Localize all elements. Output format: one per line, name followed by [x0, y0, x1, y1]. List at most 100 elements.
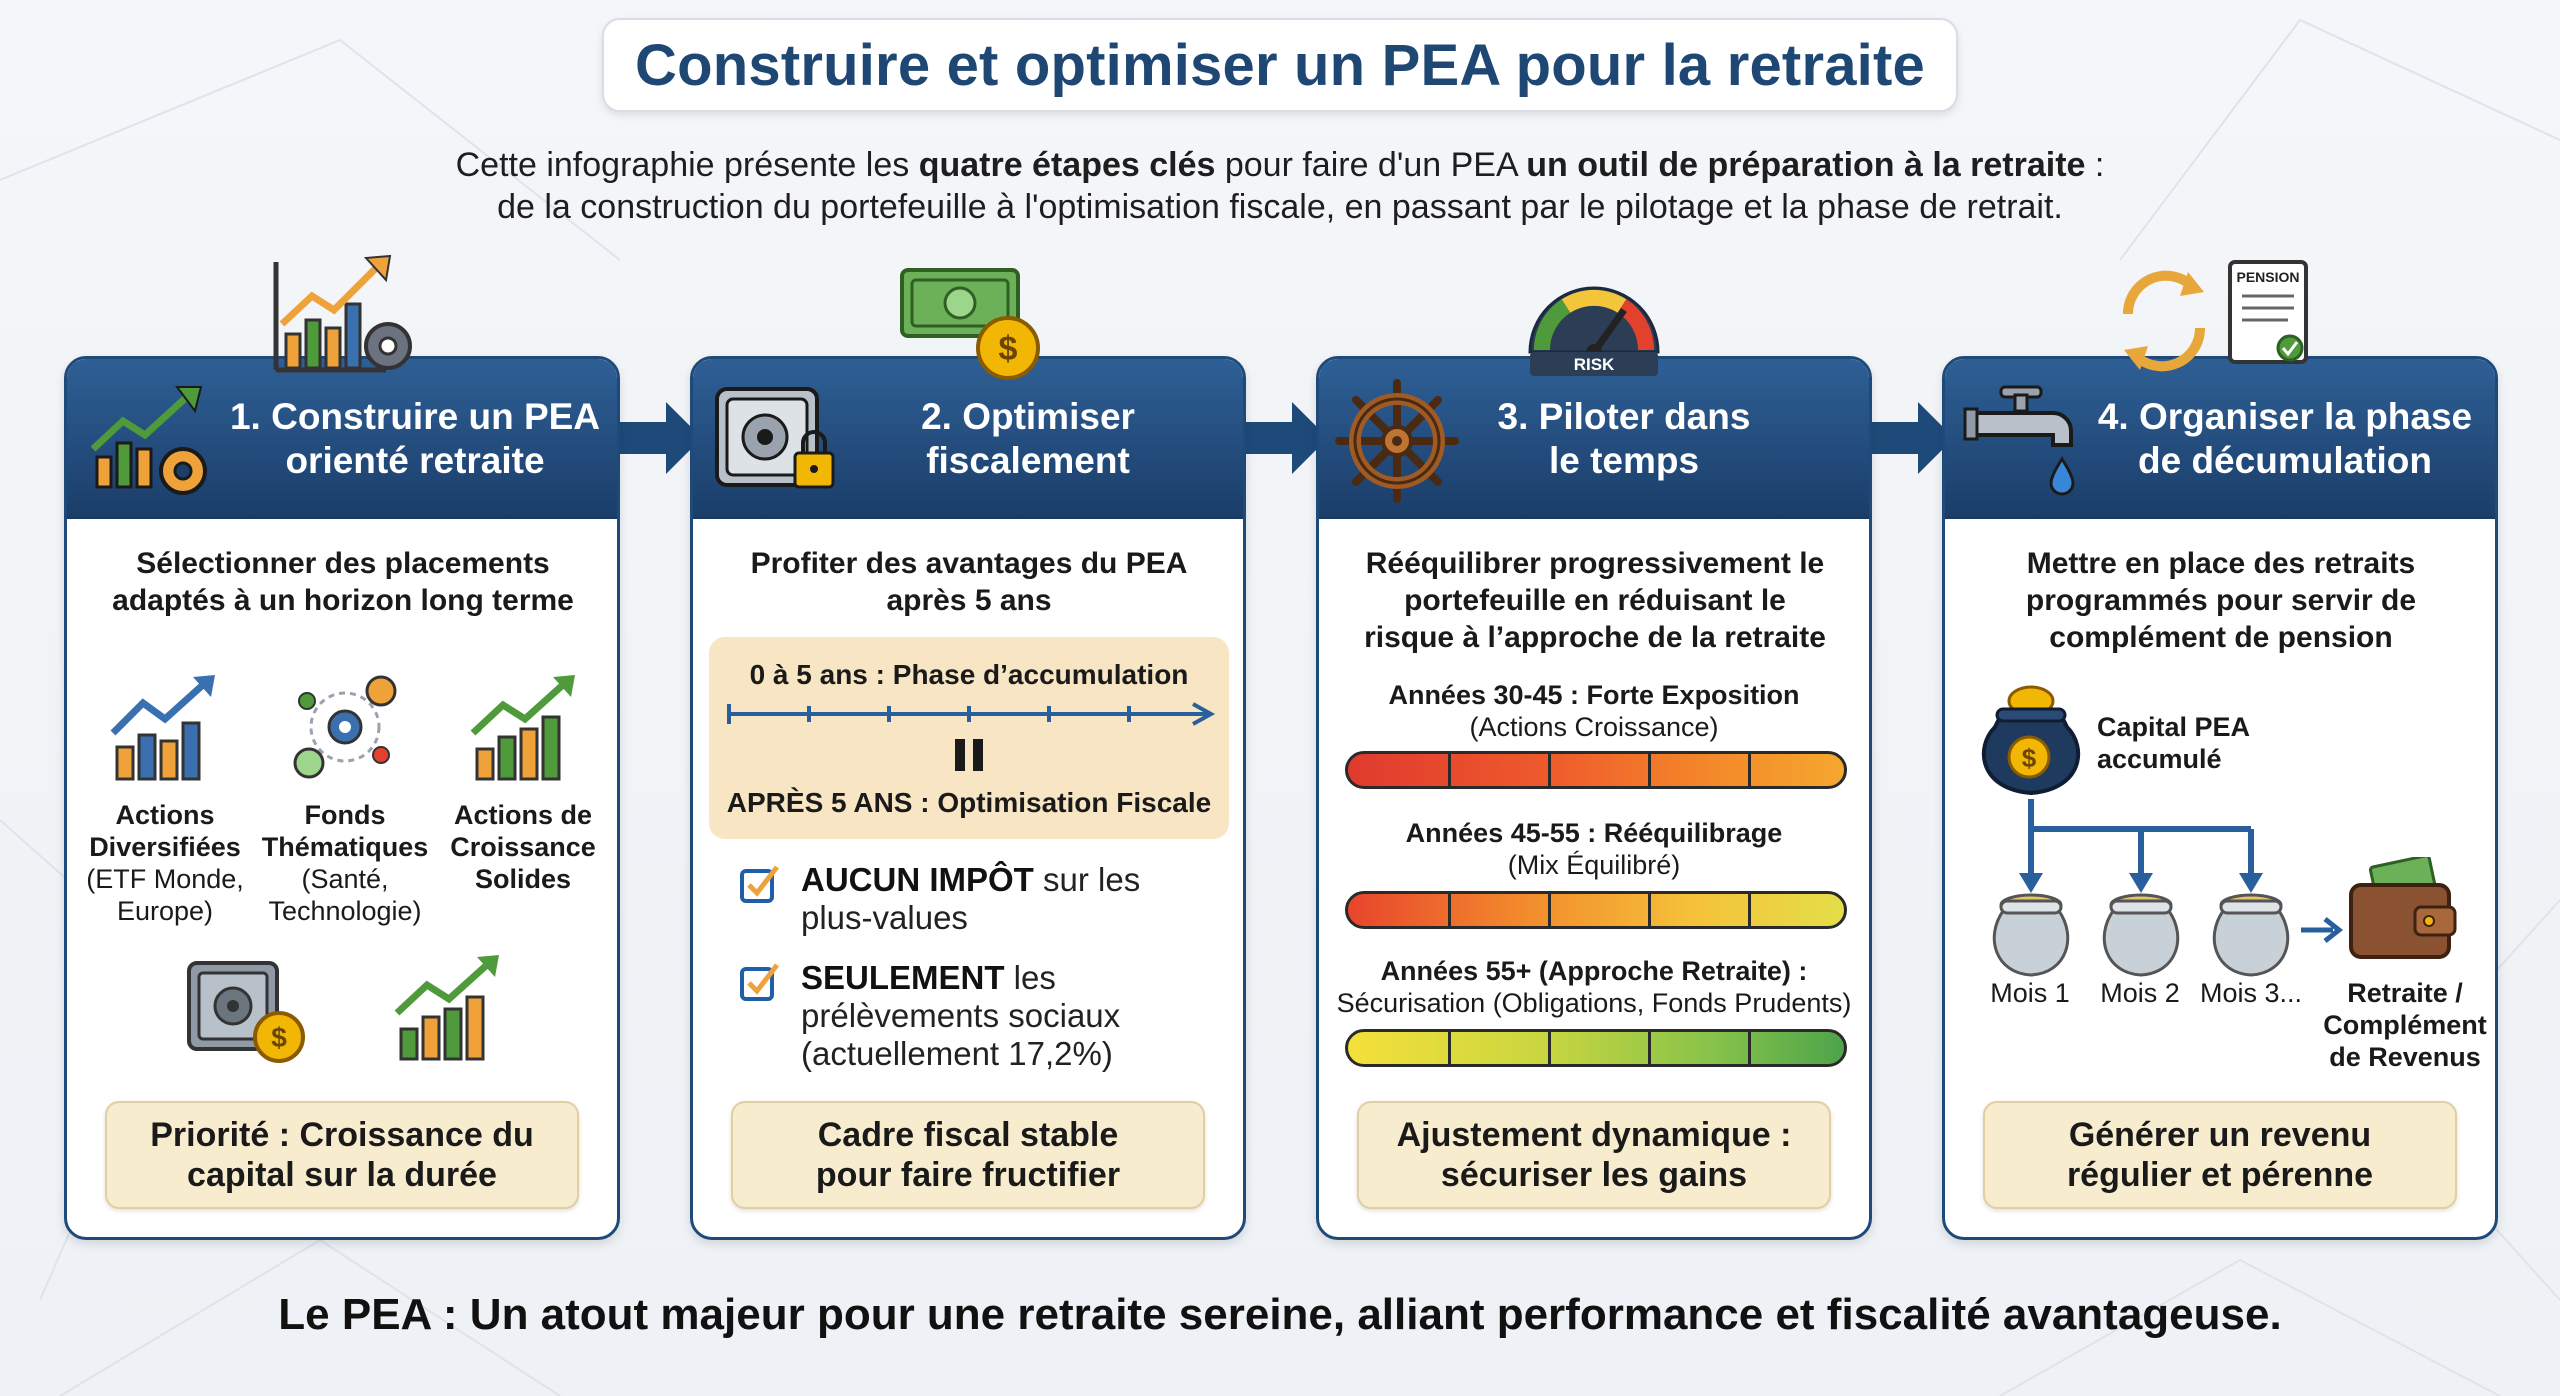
- check-text: SEULEMENT les prélèvements sociaux (actu…: [801, 959, 1211, 1073]
- intro-text-part: Cette infographie présente les: [455, 146, 919, 184]
- step-card-3: 3. Piloter dans le temps Rééquilibrer pr…: [1316, 356, 1872, 1240]
- check-bold: SEULEMENT: [801, 959, 1005, 996]
- step-3-title: 3. Piloter dans le temps: [1459, 395, 1789, 483]
- check-bold: AUCUN IMPÔT: [801, 861, 1034, 898]
- step-4-subtitle: Mettre en place des retraits programmés …: [1965, 545, 2477, 656]
- step-1-footer: Priorité : Croissance du capital sur la …: [105, 1101, 579, 1209]
- step-2-title-line: 2. Optimiser: [921, 396, 1135, 437]
- check-rest: plus-values: [801, 899, 968, 936]
- step-1-subtitle: Sélectionner des placements adaptés à un…: [87, 545, 599, 619]
- step-2-title-line: fiscalement: [926, 440, 1130, 481]
- step-4-subtitle-line: Mettre en place des retraits: [2026, 547, 2416, 580]
- step-2-subtitle: Profiter des avantages du PEA après 5 an…: [713, 545, 1225, 619]
- item-name: Solides: [474, 864, 572, 894]
- title-banner: Construire et optimiser un PEA pour la r…: [602, 18, 1958, 112]
- footer-line: Cadre fiscal stable: [817, 1116, 1119, 1154]
- step-4-subtitle-line: complément de pension: [2049, 621, 2393, 654]
- flow-arrow-3-4: [1866, 402, 1954, 474]
- intro-text-part: :: [2085, 146, 2105, 184]
- check-item-aucun-impot: AUCUN IMPÔT sur les plus-values: [739, 861, 1209, 951]
- item-name: Actions de: [453, 800, 593, 830]
- footer-line: capital sur la durée: [187, 1156, 497, 1194]
- check-rest: prélèvements sociaux: [801, 997, 1121, 1034]
- step-4-title: 4. Organiser la phase de décumulation: [2075, 395, 2495, 483]
- item-name: Diversifiées: [89, 832, 241, 862]
- item-detail: Europe): [116, 896, 214, 926]
- check-rest: les: [1004, 959, 1056, 996]
- step-4-footer: Générer un revenu régulier et pérenne: [1983, 1101, 2457, 1209]
- pension-doc-label: PENSION: [2236, 269, 2299, 285]
- step-2-footer: Cadre fiscal stable pour faire fructifie…: [731, 1101, 1205, 1209]
- risk-bar-medium: [1345, 891, 1847, 929]
- item-detail: (ETF Monde,: [86, 864, 244, 894]
- step-2-header: 2. Optimiser fiscalement: [693, 359, 1243, 519]
- result-label-line: de Revenus: [2329, 1042, 2481, 1072]
- month-pot-icon: [2102, 893, 2180, 977]
- step-1-title: 1. Construire un PEA orienté retraite: [217, 395, 613, 483]
- check-rest: (actuellement 17,2%): [801, 1035, 1113, 1072]
- to-wallet-arrow: [2301, 917, 2344, 943]
- intro-highlight: quatre étapes clés: [918, 146, 1216, 184]
- phase-accumulation-label: 0 à 5 ans : Phase d’accumulation: [749, 659, 1189, 690]
- wallet-icon: [2349, 857, 2457, 959]
- step-1-header: 1. Construire un PEA orienté retraite: [67, 359, 617, 519]
- footer-line: pour faire fructifier: [815, 1156, 1121, 1194]
- item-detail: (Santé,: [301, 864, 389, 894]
- footer-line: Ajustement dynamique :: [1396, 1116, 1792, 1154]
- svg-text:$: $: [271, 1022, 287, 1053]
- month-pot-icon: [2212, 893, 2290, 977]
- checkbox-checked-icon: [740, 865, 779, 903]
- risk-level-title: Années 45-55 : Rééquilibrage: [1405, 818, 1783, 848]
- intro-line-1: Cette infographie présente les quatre ét…: [0, 144, 2560, 186]
- intro-text-part: pour faire d'un PEA: [1215, 146, 1527, 184]
- result-label-line: Retraite /: [2347, 978, 2463, 1008]
- step-3-subtitle-line: Rééquilibrer progressivement le: [1365, 547, 1825, 580]
- step-3-subtitle-line: risque à l’approche de la retraite: [1364, 621, 1826, 654]
- step-2-subtitle-line: après 5 ans: [886, 584, 1052, 617]
- growth-chart-icon: [394, 955, 499, 1061]
- step-card-2: 2. Optimiser fiscalement Profiter des av…: [690, 356, 1246, 1240]
- check-text: AUCUN IMPÔT sur les plus-values: [801, 861, 1211, 937]
- risk-bar-low: [1345, 1029, 1847, 1067]
- safe-lock-icon: [715, 387, 835, 489]
- growth-chart-icon: [470, 675, 575, 781]
- risk-bar-high: [1345, 751, 1847, 789]
- step-card-1: 1. Construire un PEA orienté retraite Sé…: [64, 356, 620, 1240]
- timeline-arrow: [727, 702, 1216, 726]
- step-3-footer: Ajustement dynamique : sécuriser les gai…: [1357, 1101, 1831, 1209]
- cycle-pension-doc-icon: PENSION: [2122, 260, 2308, 372]
- intro-highlight: un outil de préparation à la retraite: [1526, 146, 2086, 184]
- step-4-title-line: de décumulation: [2138, 440, 2432, 481]
- footer-line: sécuriser les gains: [1440, 1156, 1748, 1194]
- ship-wheel-icon: [1335, 379, 1459, 503]
- money-pot-icon: $: [1981, 685, 2081, 796]
- intro-line-2: de la construction du portefeuille à l'o…: [497, 188, 2063, 226]
- check-item-seulement: SEULEMENT les prélèvements sociaux (actu…: [739, 959, 1209, 1083]
- capital-label: Capital PEA accumulé: [2097, 711, 2250, 775]
- step-3-header: 3. Piloter dans le temps: [1319, 359, 1869, 519]
- page-title: Construire et optimiser un PEA pour la r…: [635, 32, 1925, 98]
- risk-gauge-icon: RISK: [1528, 286, 1660, 376]
- footer-line: Priorité : Croissance du: [150, 1116, 534, 1154]
- pause-icon: [955, 739, 983, 771]
- capital-label-line: accumulé: [2097, 744, 2222, 774]
- step-3-subtitle: Rééquilibrer progressivement le portefeu…: [1339, 545, 1851, 656]
- flow-arrow-2-3: [1240, 402, 1328, 474]
- item-actions-croissance: Actions de Croissance Solides: [433, 799, 613, 895]
- theme-network-icon: [293, 675, 397, 779]
- capital-label-line: Capital PEA: [2097, 712, 2251, 742]
- item-detail: Technologie): [268, 896, 422, 926]
- conclusion-text: Le PEA : Un atout majeur pour une retrai…: [278, 1290, 2282, 1339]
- item-name: Thématiques: [261, 832, 429, 862]
- svg-text:$: $: [999, 330, 1018, 368]
- step-1-subtitle-line: Sélectionner des placements: [136, 547, 550, 580]
- step-2-subtitle-line: Profiter des avantages du PEA: [750, 547, 1188, 580]
- step-1-title-line: 1. Construire un PEA: [229, 396, 601, 437]
- step-1-title-line: orienté retraite: [285, 440, 545, 481]
- chart-gear-icon: [90, 386, 207, 495]
- step-card-4: 4. Organiser la phase de décumulation Me…: [1942, 356, 2498, 1240]
- item-name: Fonds: [304, 800, 386, 830]
- item-name: Actions: [115, 800, 215, 830]
- month-pot-icon: [1992, 893, 2070, 977]
- growth-chart-gear-icon: [273, 254, 412, 373]
